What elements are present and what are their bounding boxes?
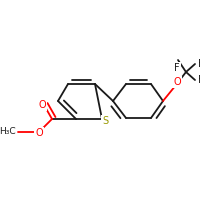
Text: H₃C: H₃C [0,128,16,136]
Text: F: F [174,63,180,73]
Text: O: O [173,77,181,87]
Text: F: F [198,59,200,69]
Text: S: S [102,116,108,126]
Text: F: F [198,75,200,85]
Text: O: O [35,128,43,138]
Text: O: O [38,100,46,110]
